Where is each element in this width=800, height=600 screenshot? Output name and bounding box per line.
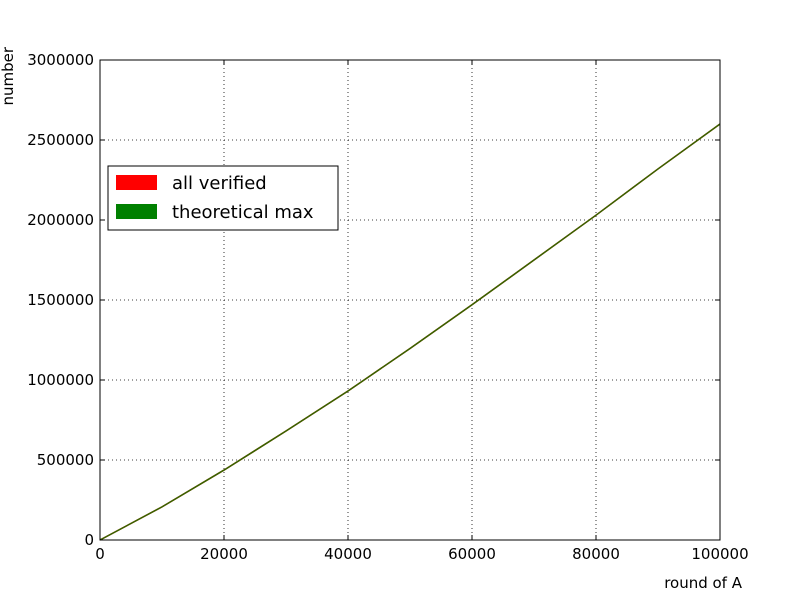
- x-tick-label: 20000: [200, 545, 248, 563]
- y-tick-label: 500000: [37, 451, 94, 469]
- y-tick-label: 3000000: [27, 51, 94, 69]
- axis-ticks: 0 20000 40000 60000 80000 1000000500000100000…: [27, 51, 748, 563]
- y-tick-label: 2000000: [27, 211, 94, 229]
- x-tick-label: 40000: [324, 545, 372, 563]
- legend-label-all-verified: all verified: [172, 173, 267, 194]
- x-tick-label: 0: [95, 545, 105, 563]
- y-tick-label: 2500000: [27, 131, 94, 149]
- legend-swatch-all-verified: [116, 175, 157, 190]
- x-axis-label: round of A: [664, 574, 743, 592]
- grid-lines: [100, 60, 720, 540]
- legend-swatch-theoretical-max: [116, 204, 157, 219]
- series-line-theoretical-max: [99, 123, 721, 541]
- y-tick-label: 0: [84, 531, 94, 549]
- y-tick-label: 1500000: [27, 291, 94, 309]
- y-tick-label: 1000000: [27, 371, 94, 389]
- plot-lines: [99, 123, 721, 541]
- y-axis-label: number: [0, 46, 17, 105]
- x-tick-label: 60000: [448, 545, 496, 563]
- x-tick-label: 100000: [691, 545, 748, 563]
- legend: all verified theoretical max: [107, 165, 339, 231]
- legend-label-theoretical-max: theoretical max: [172, 202, 314, 223]
- x-tick-label: 80000: [572, 545, 620, 563]
